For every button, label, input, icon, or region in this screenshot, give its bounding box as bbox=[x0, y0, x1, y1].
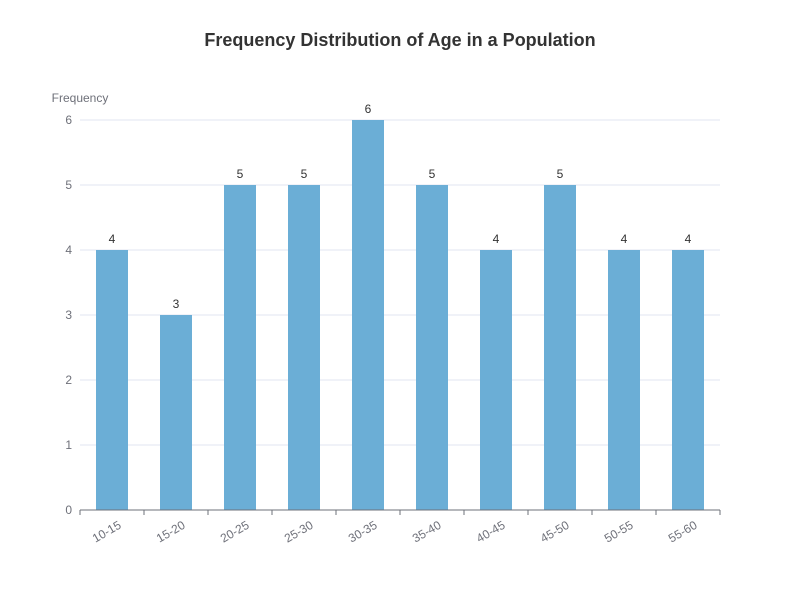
y-tick-label: 0 bbox=[65, 503, 72, 517]
data-label: 4 bbox=[621, 232, 628, 246]
y-axis-title: Frequency bbox=[52, 91, 109, 105]
bar-45-50[interactable] bbox=[544, 185, 576, 510]
data-label: 5 bbox=[301, 167, 308, 181]
axes bbox=[79, 509, 721, 515]
data-label: 6 bbox=[365, 102, 372, 116]
y-tick-label: 2 bbox=[65, 373, 72, 387]
x-tick-label: 25-30 bbox=[282, 518, 316, 546]
data-label: 5 bbox=[429, 167, 436, 181]
bar-50-55[interactable] bbox=[608, 250, 640, 510]
x-tick-label: 10-15 bbox=[90, 518, 124, 546]
x-tick-label: 40-45 bbox=[474, 518, 508, 546]
bar-35-40[interactable] bbox=[416, 185, 448, 510]
bar-25-30[interactable] bbox=[288, 185, 320, 510]
data-label: 4 bbox=[493, 232, 500, 246]
x-tick-label: 30-35 bbox=[346, 518, 380, 546]
bar-15-20[interactable] bbox=[160, 315, 192, 510]
y-tick-label: 1 bbox=[65, 438, 72, 452]
x-tick-label: 50-55 bbox=[602, 518, 636, 546]
bar-20-25[interactable] bbox=[224, 185, 256, 510]
data-label: 5 bbox=[237, 167, 244, 181]
data-label: 5 bbox=[557, 167, 564, 181]
x-tick-label: 55-60 bbox=[666, 518, 700, 546]
x-tick-label: 15-20 bbox=[154, 518, 188, 546]
y-tick-label: 6 bbox=[65, 113, 72, 127]
bar-30-35[interactable] bbox=[352, 120, 384, 510]
x-tick-label: 35-40 bbox=[410, 518, 444, 546]
data-label: 3 bbox=[173, 297, 180, 311]
data-label: 4 bbox=[109, 232, 116, 246]
chart-title: Frequency Distribution of Age in a Popul… bbox=[204, 30, 596, 50]
x-tick-label: 20-25 bbox=[218, 518, 252, 546]
bar-55-60[interactable] bbox=[672, 250, 704, 510]
x-tick-label: 45-50 bbox=[538, 518, 572, 546]
data-label: 4 bbox=[685, 232, 692, 246]
y-tick-label: 5 bbox=[65, 178, 72, 192]
bar-10-15[interactable] bbox=[96, 250, 128, 510]
y-tick-label: 3 bbox=[65, 308, 72, 322]
y-tick-label: 4 bbox=[65, 243, 72, 257]
bar-40-45[interactable] bbox=[480, 250, 512, 510]
bars bbox=[96, 120, 704, 510]
